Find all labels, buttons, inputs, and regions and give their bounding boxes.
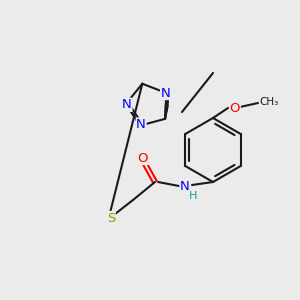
Text: CH₃: CH₃ — [259, 97, 278, 107]
Text: N: N — [136, 118, 146, 131]
Text: N: N — [122, 98, 132, 111]
Text: S: S — [107, 212, 115, 224]
Text: N: N — [180, 181, 190, 194]
Text: O: O — [138, 152, 148, 164]
Text: H: H — [189, 191, 197, 201]
Text: N: N — [160, 86, 170, 100]
Text: O: O — [230, 101, 240, 115]
